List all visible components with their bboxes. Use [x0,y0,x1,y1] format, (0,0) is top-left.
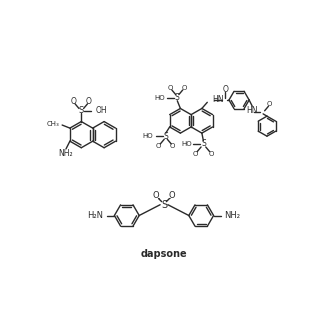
Text: H₂N: H₂N [88,211,104,220]
Text: O: O [168,85,173,91]
Text: CH₃: CH₃ [46,121,59,127]
Text: S: S [161,200,167,210]
Text: S: S [79,106,84,115]
Text: NH₂: NH₂ [224,211,240,220]
Text: O: O [153,191,160,200]
Text: O: O [170,143,175,149]
Text: O: O [267,101,272,107]
Text: dapsone: dapsone [141,249,187,259]
Text: HO: HO [181,141,192,147]
Text: O: O [156,143,162,149]
Text: O: O [168,191,175,200]
Text: O: O [71,97,76,106]
Text: ·: · [167,193,172,206]
Text: O: O [86,97,92,106]
Text: S: S [201,140,206,148]
Text: O: O [181,85,187,91]
Text: S: S [164,132,168,141]
Text: HN: HN [212,95,223,105]
Text: HO: HO [143,133,153,139]
Text: HN: HN [246,106,258,115]
Text: O: O [222,85,228,94]
Text: HO: HO [154,95,165,101]
Text: NH₂: NH₂ [59,149,73,158]
Text: ·: · [156,193,161,206]
Text: O: O [208,151,214,157]
Text: O: O [193,151,198,157]
Text: S: S [175,93,180,102]
Text: OH: OH [96,106,108,115]
